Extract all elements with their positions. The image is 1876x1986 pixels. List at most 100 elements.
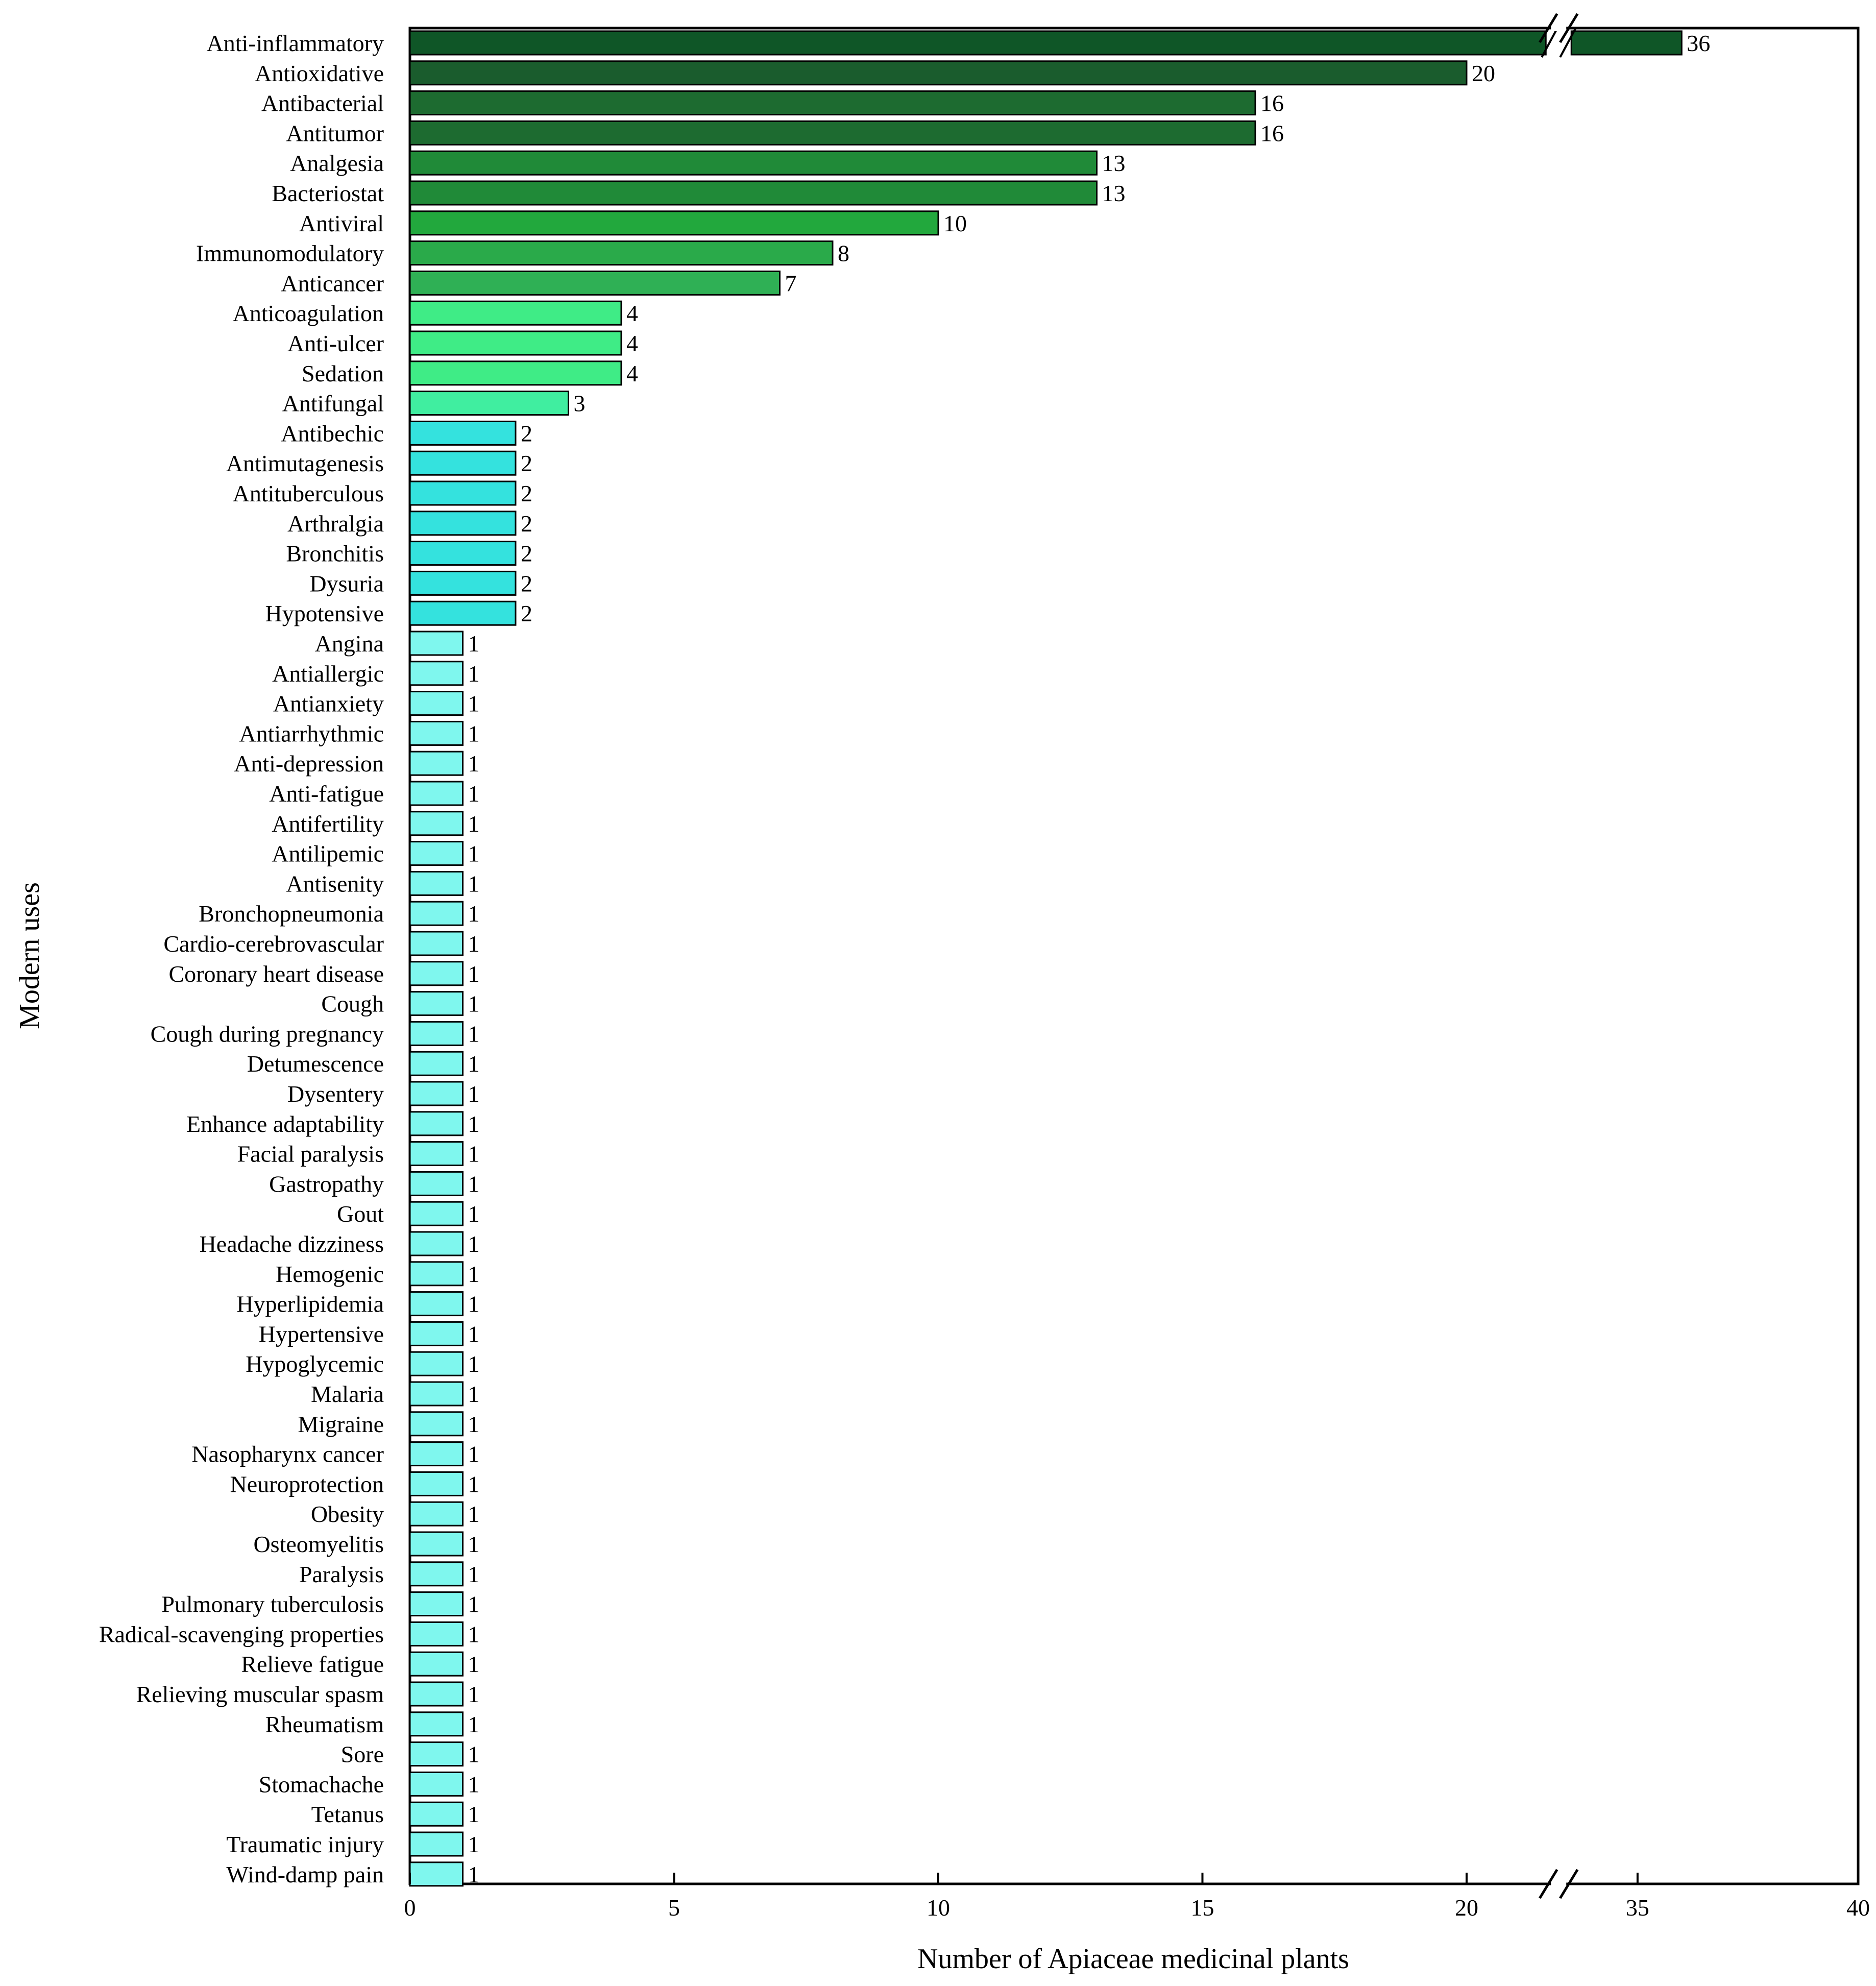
bar [409,870,464,896]
category-label: Coronary heart disease [168,961,384,987]
category-label: Radical-scavenging properties [99,1621,384,1647]
bar [409,300,622,326]
category-label: Antibechic [281,420,384,446]
category-label: Detumescence [247,1051,384,1077]
bar [409,1051,464,1076]
data-label: 1 [468,1231,480,1257]
data-label: 10 [943,210,967,236]
category-label: Tetanus [311,1801,384,1827]
data-label: 1 [468,1291,480,1317]
bars-layer [409,28,1683,1887]
x-tick-label: 0 [404,1895,416,1921]
category-label: Gastropathy [269,1171,384,1197]
axis-break-mark [1539,1869,1558,1899]
x-axis: 0 5 10 15 20 35 40 [404,13,1870,1921]
category-label: Cough [321,991,384,1017]
bar [409,600,517,626]
data-label: 2 [521,480,532,506]
axis-break-gap [1551,1881,1567,1887]
data-label: 2 [521,600,532,626]
data-label: 16 [1260,120,1284,146]
data-label: 1 [468,1561,480,1587]
bar [409,1231,464,1256]
category-label: Gout [337,1201,384,1227]
data-label: 1 [468,691,480,717]
bar [409,1291,464,1317]
data-label: 8 [838,240,849,267]
data-label: 36 [1687,30,1710,56]
category-label: Anti-ulcer [287,330,384,356]
bar [409,210,939,236]
bar [409,1561,464,1587]
category-label: Antioxidative [255,60,384,86]
axis-break-mark [1559,13,1579,43]
bar [409,1771,464,1797]
category-label: Antiallergic [272,661,384,687]
data-label: 1 [468,1411,480,1437]
category-label: Nasopharynx cancer [191,1441,384,1467]
x-tick-label: 40 [1846,1895,1870,1921]
category-label: Hyperlipidemia [236,1291,384,1317]
bar [409,511,517,536]
bar [409,1831,464,1857]
bar [409,1861,464,1887]
category-label: Paralysis [299,1561,384,1587]
data-label: 1 [468,1861,480,1887]
x-tick-label: 15 [1191,1895,1214,1921]
data-label: 1 [468,1501,480,1527]
category-label: Anti-depression [234,750,384,777]
bar [409,450,517,476]
data-label: 1 [468,1831,480,1857]
category-label: Headache dizziness [200,1231,384,1257]
data-label: 1 [468,1591,480,1617]
bar [409,901,464,926]
data-label: 1 [468,811,480,837]
bar [409,480,517,506]
category-label: Antiviral [299,210,384,236]
category-label: Facial paralysis [237,1141,384,1167]
category-label: Anti-inflammatory [207,30,384,56]
category-label: Antiarrhythmic [239,720,384,746]
bar [409,1381,464,1407]
data-label: 2 [521,570,532,596]
category-label: Antibacterial [261,90,384,116]
bar-break-mark [1541,28,1558,58]
category-label: Rheumatism [265,1711,384,1737]
category-label: Antituberculous [233,480,384,506]
data-label: 1 [468,841,480,867]
bar [409,1531,464,1557]
category-label: Hypoglycemic [246,1351,384,1377]
axis-break-mark [1539,13,1558,43]
category-label: Wind-damp pain [226,1861,384,1887]
bar [409,270,781,296]
data-label: 2 [521,450,532,476]
bar-break-mark [1559,28,1577,58]
bar [409,1411,464,1437]
data-label: 20 [1472,60,1495,86]
data-label: 1 [468,1141,480,1167]
category-label: Arthralgia [287,511,384,537]
category-label: Antifungal [282,391,384,417]
bar [409,1111,464,1136]
data-label: 1 [468,1171,480,1197]
data-label: 2 [521,420,532,446]
data-label: 1 [468,1711,480,1737]
data-label: 13 [1102,180,1126,206]
bar [409,1741,464,1767]
bar [409,1501,464,1527]
data-label: 1 [468,1441,480,1467]
data-label: 1 [468,1471,480,1497]
category-label: Antisenity [286,870,384,897]
category-label: Neuroprotection [230,1471,384,1497]
data-label: 13 [1102,150,1126,176]
category-label: Antitumor [286,120,384,146]
category-label: Malaria [311,1381,384,1407]
data-label: 2 [521,541,532,567]
bar [409,120,1256,146]
data-label: 1 [468,870,480,897]
bar [409,1681,464,1707]
category-label: Bacteriostat [272,180,384,206]
category-label: Enhance adaptability [186,1111,384,1137]
category-label: Antianxiety [273,691,384,717]
